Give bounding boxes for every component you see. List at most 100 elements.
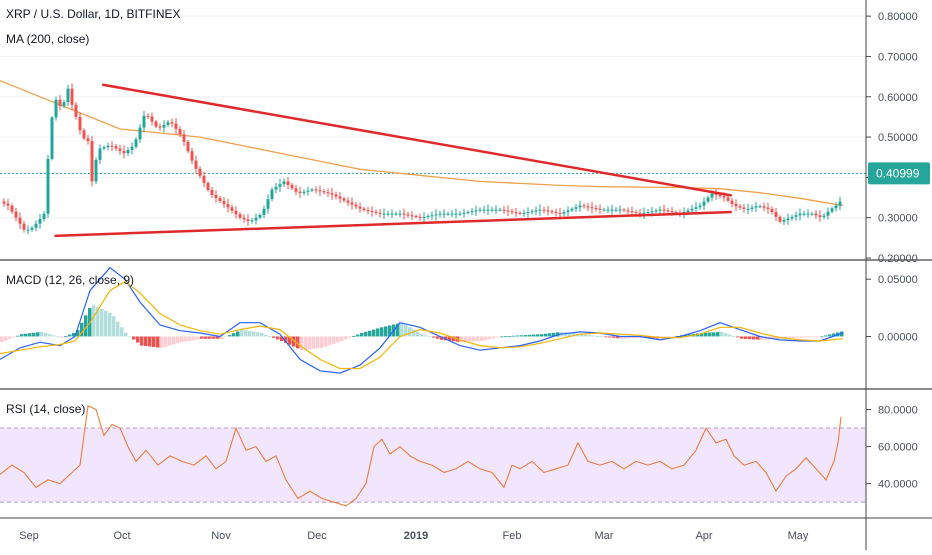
candle-body (546, 210, 550, 212)
ma200-line (0, 79, 844, 207)
macd-histogram-bar (624, 336, 628, 339)
candle-body (582, 205, 586, 207)
price-y-tick-label: 0.20000 (878, 253, 918, 265)
candle-body (646, 212, 650, 214)
trendline-2[interactable] (54, 210, 732, 238)
macd-histogram-bar (212, 336, 216, 339)
macd-histogram-bar (760, 336, 764, 340)
candle-body (130, 146, 134, 150)
x-axis-label: 2019 (404, 530, 428, 542)
macd-histogram-bar (800, 336, 804, 338)
macd-histogram-bar (668, 336, 672, 338)
candle-body (190, 151, 194, 161)
macd-histogram-bar (312, 336, 316, 349)
candle-body (730, 200, 734, 204)
macd-histogram-bar (804, 336, 808, 338)
candle-body (618, 209, 622, 211)
price-grid (0, 15, 866, 259)
candle-body (98, 148, 102, 160)
candle-body (438, 213, 442, 215)
macd-histogram-bar (240, 329, 244, 337)
candle-body (6, 203, 10, 206)
macd-histogram-bar (144, 336, 148, 347)
time-scale[interactable]: Sep Oct Nov Dec 2019 Feb Mar Apr May (19, 530, 809, 542)
macd-histogram-bar (156, 336, 160, 348)
candle-body (78, 116, 82, 131)
candle-body (714, 193, 718, 195)
macd-histogram-bar (736, 336, 740, 338)
x-axis-label: Feb (503, 530, 522, 542)
candle-body (434, 214, 438, 216)
candle-body (738, 206, 742, 208)
candle-body (238, 214, 242, 218)
macd-histogram-bar (248, 330, 252, 337)
candle-body (462, 212, 466, 214)
candle-body (834, 205, 838, 209)
candle-body (454, 213, 458, 215)
macd-histogram-bar (116, 321, 120, 337)
macd-histogram-bar (44, 333, 48, 337)
candle-body (422, 216, 426, 218)
macd-label: MACD (12, 26, close, 9) (6, 273, 134, 287)
macd-histogram-bar (348, 336, 352, 338)
macd-histogram-bar (200, 336, 204, 339)
candle-body (142, 115, 146, 128)
macd-histogram-bar (448, 336, 452, 341)
macd-histogram-bar (100, 308, 104, 337)
macd-histogram-bar (16, 335, 20, 337)
candle-body (674, 212, 678, 214)
macd-panel[interactable]: MACD (12, 26, close, 9) (0, 266, 844, 374)
candle-body (746, 208, 750, 210)
candle-body (210, 189, 214, 196)
candle-body (146, 115, 150, 117)
macd-histogram-bar (432, 336, 436, 338)
price-y-tick-label: 0.30000 (878, 213, 918, 225)
trendline-1[interactable] (101, 83, 732, 197)
rsi-panel[interactable]: RSI (14, close) (0, 402, 866, 507)
candle-body (718, 194, 722, 197)
macd-histogram-bar (264, 334, 268, 337)
macd-histogram-bar (60, 336, 64, 338)
candle-body (538, 209, 542, 211)
candle-body (262, 208, 266, 215)
candle-body (182, 134, 186, 142)
macd-histogram-bar (272, 336, 276, 338)
macd-histogram-bar (260, 333, 264, 337)
candle-body (194, 160, 198, 169)
candle-body (498, 209, 502, 211)
macd-histogram-bar (796, 336, 800, 338)
macd-signal-line (0, 280, 844, 370)
candle-body (246, 219, 250, 221)
candle-body (390, 213, 394, 215)
macd-histogram-bar (724, 333, 728, 337)
macd-histogram-bar (380, 327, 384, 337)
candle-body (134, 139, 138, 147)
macd-histogram-bar (224, 336, 228, 338)
candle-body (90, 141, 94, 182)
macd-histogram-bar (120, 327, 124, 337)
candle-body (86, 138, 90, 142)
candle-body (830, 208, 834, 212)
macd-histogram-bar (28, 333, 32, 337)
x-axis-label: May (788, 530, 809, 542)
candle-body (494, 209, 498, 211)
macd-histogram-bar (32, 332, 36, 337)
trendlines[interactable] (54, 83, 732, 238)
candle-body (154, 121, 158, 127)
candle-body (414, 216, 418, 218)
price-panel[interactable]: XRP / U.S. Dollar, 1D, BITFINEX MA (200,… (0, 7, 866, 259)
candle-body (110, 145, 114, 147)
candle-body (366, 210, 370, 212)
candle-body (626, 210, 630, 212)
candle-body (470, 211, 474, 213)
candle-body (398, 213, 402, 215)
macd-histogram-bar (564, 332, 568, 337)
candle-body (558, 212, 562, 214)
candle-body (198, 168, 202, 176)
macd-histogram-bar (748, 336, 752, 340)
candle-body (370, 210, 374, 212)
price-scale[interactable]: 0.800000.700000.600000.500000.400000.300… (866, 11, 930, 491)
candle-body (334, 194, 338, 197)
macd-histogram-bar (92, 305, 96, 337)
